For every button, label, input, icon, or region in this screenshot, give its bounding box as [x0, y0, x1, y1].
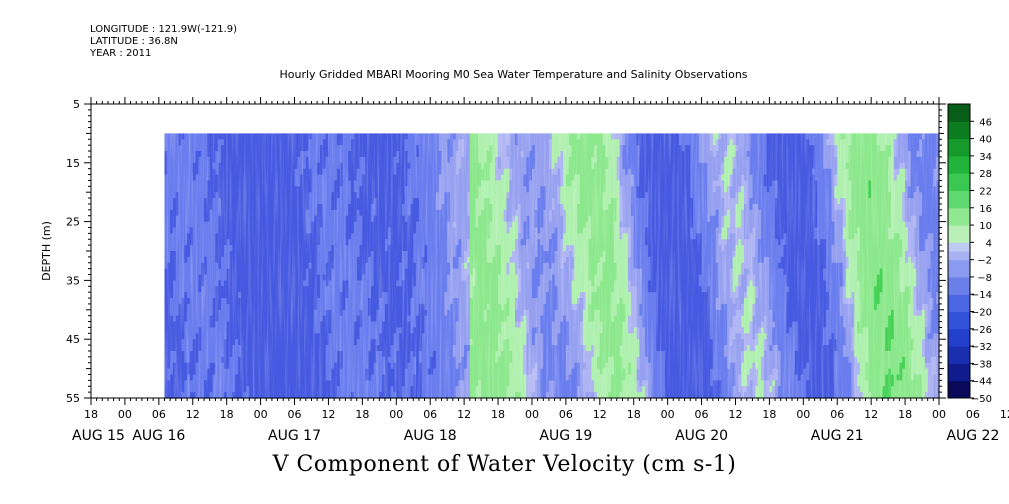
- heatmap-field: [164, 133, 940, 399]
- year-label: YEAR : 2011: [90, 48, 152, 59]
- longitude-label: LONGITUDE : 121.9W(-121.9): [90, 24, 237, 35]
- chart-title: Hourly Gridded MBARI Mooring M0 Sea Wate…: [279, 68, 748, 81]
- latitude-label: LATITUDE : 36.8N: [90, 36, 178, 47]
